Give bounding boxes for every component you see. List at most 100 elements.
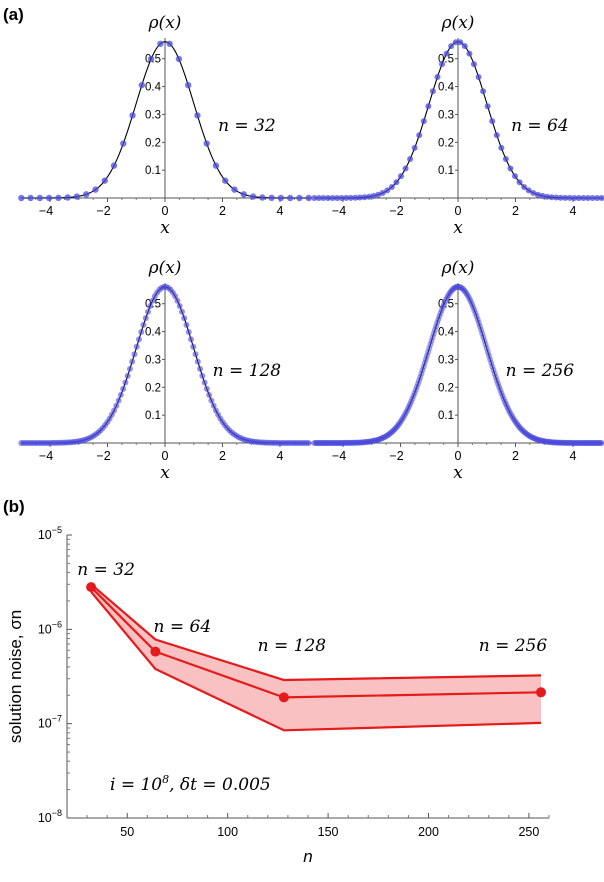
data-point <box>208 397 215 404</box>
data-point <box>113 402 120 409</box>
data-point <box>553 194 560 201</box>
data-point <box>212 162 220 169</box>
data-point <box>174 297 181 304</box>
mean-noise-point <box>535 687 546 698</box>
data-point <box>184 81 192 89</box>
x-tick-label: −4 <box>332 449 346 463</box>
x-tick-label: 0 <box>162 449 169 463</box>
noise-plot: 10−8 10−7 10−6 10−5 50 100 150 200 250 n = 32 n = … <box>6 525 550 866</box>
x-tick-label: 2 <box>219 449 226 463</box>
data-point <box>343 194 350 201</box>
y-tick-label: 0.4 <box>145 82 162 94</box>
x-tick-label: 150 <box>318 825 339 839</box>
data-point <box>539 192 546 199</box>
data-point <box>240 191 247 198</box>
data-point <box>115 397 122 404</box>
data-point <box>352 194 359 201</box>
data-point <box>311 194 318 201</box>
data-point <box>178 308 185 315</box>
data-point <box>407 156 414 163</box>
data-point <box>111 407 118 414</box>
y-tick-label: 0.4 <box>145 327 162 339</box>
y-tick-label: 0.1 <box>145 410 161 422</box>
data-point <box>142 315 149 322</box>
data-point <box>147 302 154 309</box>
data-point <box>548 194 555 201</box>
data-point <box>512 173 519 180</box>
data-point <box>145 308 152 315</box>
y-tick-label: 0.3 <box>438 354 454 366</box>
y-axis-label: solution noise, σn <box>6 610 25 743</box>
data-point <box>493 132 500 139</box>
x-tick-label: −4 <box>39 204 53 218</box>
x-tick-label: −2 <box>389 204 403 218</box>
data-point <box>124 372 131 379</box>
data-point <box>566 194 573 201</box>
data-point <box>133 343 140 350</box>
density-subplot-64: −4 −2 0 2 40.10.20.30.40.5ρ(x)xn = 64 <box>311 13 604 238</box>
data-point <box>589 194 596 201</box>
data-point <box>475 73 482 80</box>
data-point <box>466 50 473 57</box>
data-point <box>429 88 436 95</box>
data-point <box>305 194 312 202</box>
x-tick-label: −2 <box>96 449 110 463</box>
noise-band <box>91 584 541 731</box>
y-tick-label: 0.1 <box>438 410 454 422</box>
data-point <box>55 194 62 202</box>
data-point <box>181 315 188 322</box>
y-tick-label: 0.1 <box>438 165 454 177</box>
data-point <box>140 321 147 328</box>
y-tick-label: 0.2 <box>438 382 454 394</box>
data-point <box>117 391 124 398</box>
y-tick-label: 10−5 <box>38 525 62 542</box>
y-tick-label: 0.3 <box>145 109 161 121</box>
data-point <box>366 193 373 200</box>
y-tick-label: 10−6 <box>38 619 62 636</box>
data-point <box>470 61 477 68</box>
data-point <box>480 88 487 95</box>
data-point <box>138 81 146 89</box>
x-tick-label: −4 <box>39 449 53 463</box>
data-point <box>489 118 496 125</box>
y-tick-label: 10−7 <box>38 714 62 731</box>
y-tick-label: 0.4 <box>438 327 455 339</box>
mean-noise-point <box>278 692 289 703</box>
lower-bound-line <box>90 591 542 732</box>
point-label: n = 256 <box>479 636 548 656</box>
data-point <box>129 112 136 119</box>
subplot-title: ρ(x) <box>148 258 182 278</box>
data-point <box>384 187 391 194</box>
data-point <box>338 194 345 201</box>
data-point <box>185 328 192 335</box>
mean-noise-point <box>150 646 161 657</box>
data-point <box>172 293 179 300</box>
data-point <box>45 194 53 202</box>
y-tick-label: 0.2 <box>438 137 454 149</box>
data-point <box>138 328 145 335</box>
data-point <box>166 40 173 47</box>
data-point <box>388 183 395 190</box>
y-tick-label: 0.3 <box>438 109 454 121</box>
x-axis-label: x <box>453 218 463 238</box>
data-point <box>188 336 195 343</box>
data-point <box>375 191 382 198</box>
point-label: n = 32 <box>77 560 135 580</box>
data-point <box>443 50 450 57</box>
data-point <box>562 194 569 201</box>
x-tick-label: −4 <box>332 204 346 218</box>
data-point <box>347 194 354 201</box>
data-point <box>457 39 464 46</box>
x-tick-label: −2 <box>389 449 403 463</box>
data-point <box>397 173 404 180</box>
data-point <box>585 194 592 201</box>
data-point <box>416 132 423 139</box>
data-point <box>320 194 327 201</box>
data-point <box>249 193 257 200</box>
data-point <box>149 297 156 304</box>
data-point <box>194 112 201 119</box>
x-tick-label: 100 <box>217 825 238 839</box>
x-axis-label: x <box>453 463 463 483</box>
